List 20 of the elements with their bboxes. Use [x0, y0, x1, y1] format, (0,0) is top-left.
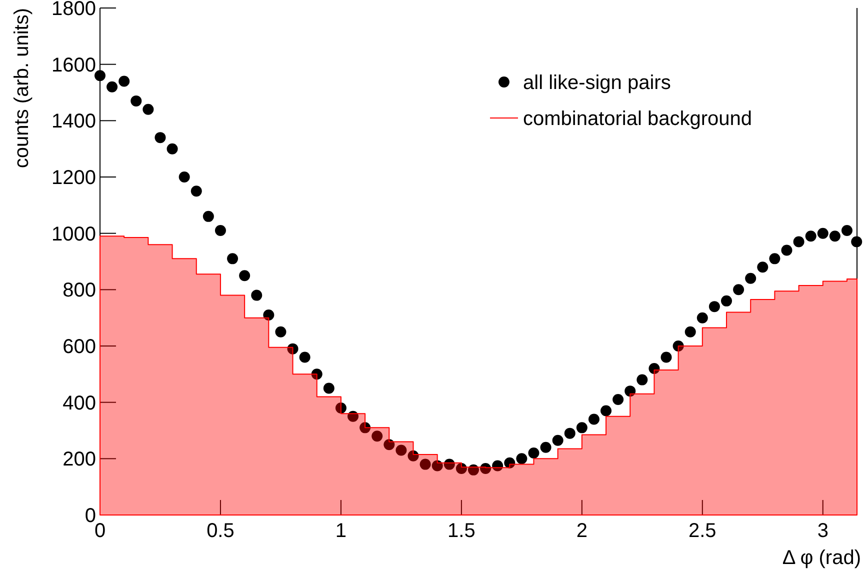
y-tick-label: 1000	[52, 223, 96, 246]
x-tick-label: 2	[576, 520, 588, 542]
y-tick-label: 1800	[52, 0, 96, 20]
y-tick-label: 400	[62, 392, 96, 414]
y-tick-label: 1400	[52, 110, 96, 133]
x-tick-label: 1.5	[448, 520, 476, 542]
x-axis-title: Δ φ (rad)	[782, 547, 861, 569]
y-tick-label: 200	[62, 448, 96, 471]
y-tick-label: 600	[62, 336, 96, 358]
legend-label: all like-sign pairs	[523, 72, 671, 94]
y-tick-label: 1600	[52, 54, 96, 76]
x-tick-label: 0.5	[206, 520, 234, 542]
y-tick-label: 0	[84, 505, 96, 527]
x-tick-label: 1	[335, 520, 347, 542]
y-axis-title: counts (arb. units)	[11, 8, 33, 168]
y-tick-label: 800	[62, 280, 96, 302]
x-tick-label: 2.5	[688, 520, 716, 542]
x-tick-label: 3	[817, 520, 828, 542]
legend-label: combinatorial background	[523, 108, 752, 130]
y-tick-label: 1200	[52, 167, 96, 189]
